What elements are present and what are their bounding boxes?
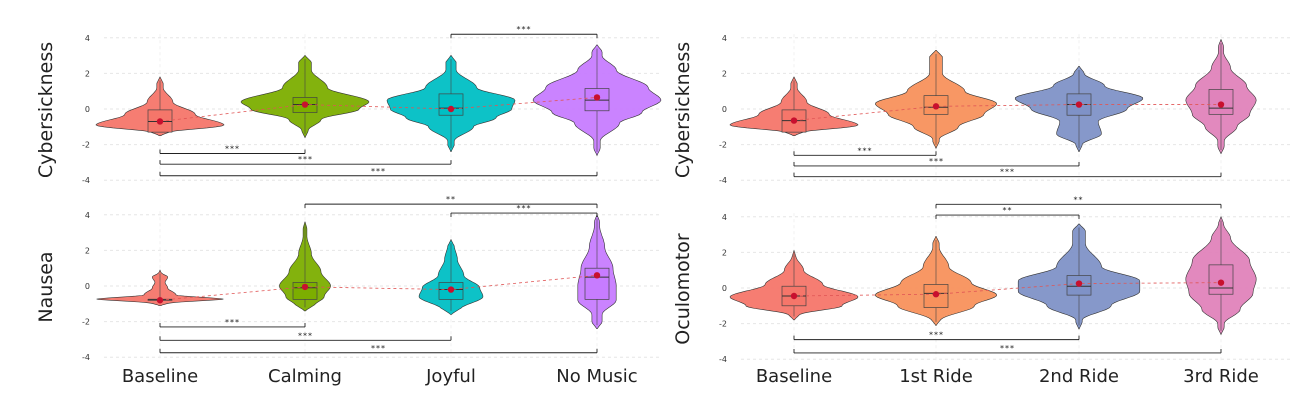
mean-point xyxy=(790,117,798,124)
mean-point xyxy=(447,286,455,293)
y-tick-label: 4 xyxy=(722,34,727,43)
mean-point xyxy=(1075,280,1083,287)
y-tick-label: 0 xyxy=(722,105,727,114)
y-axis-label: Nausea xyxy=(35,251,57,322)
y-tick-label: 2 xyxy=(722,69,727,78)
mean-point xyxy=(301,283,309,291)
y-tick-label: -4 xyxy=(719,355,727,364)
y-tick-label: -4 xyxy=(82,353,90,362)
significance-label: ** xyxy=(1074,195,1084,204)
significance-label: *** xyxy=(929,157,944,166)
mean-point xyxy=(932,291,940,298)
box xyxy=(1208,89,1234,115)
x-tick-label: Calming xyxy=(268,366,342,387)
significance-label: *** xyxy=(298,331,313,340)
y-tick-label: 4 xyxy=(85,34,90,43)
significance-label: *** xyxy=(371,344,386,353)
x-tick-label: No Music xyxy=(556,366,637,387)
mean-point xyxy=(1217,101,1225,108)
y-tick-label: 2 xyxy=(85,246,90,255)
violin-panel: -4 -2 0 2 4 Cybersickness *** *** *** xyxy=(672,34,1290,185)
y-tick-label: -2 xyxy=(82,141,90,150)
mean-point xyxy=(932,103,940,110)
significance-label: *** xyxy=(929,331,944,340)
significance-label: *** xyxy=(371,167,386,176)
y-axis-label: Oculomotor xyxy=(672,233,694,345)
y-tick-label: 2 xyxy=(85,69,90,78)
x-tick-label: Baseline xyxy=(122,366,198,387)
y-tick-label: 0 xyxy=(85,105,90,114)
significance-label: *** xyxy=(225,318,240,327)
y-tick-label: -2 xyxy=(719,141,727,150)
mean-point xyxy=(1075,101,1083,108)
y-axis-label: Cybersickness xyxy=(672,42,694,178)
violin-panel: -4 -2 0 2 4 Cybersickness *** *** *** *** xyxy=(35,25,662,185)
mean-point xyxy=(790,292,798,300)
significance-label: *** xyxy=(1000,344,1015,353)
significance-label: ** xyxy=(446,195,456,204)
box xyxy=(438,93,464,116)
mean-point xyxy=(1217,279,1225,286)
mean-point xyxy=(156,297,164,304)
significance-label: *** xyxy=(517,204,532,213)
significance-label: ** xyxy=(1003,206,1013,215)
significance-label: *** xyxy=(225,145,240,154)
significance-label: *** xyxy=(1000,168,1015,177)
y-tick-label: -2 xyxy=(719,320,727,329)
y-tick-label: 2 xyxy=(722,248,727,257)
mean-point xyxy=(447,105,455,113)
y-tick-label: 4 xyxy=(722,213,727,222)
y-axis-label: Cybersickness xyxy=(35,42,57,178)
y-tick-label: 0 xyxy=(85,282,90,291)
mean-trend-line xyxy=(159,274,598,301)
significance-label: *** xyxy=(517,25,532,34)
x-tick-label: Baseline xyxy=(756,366,832,387)
mean-trend-line xyxy=(159,97,598,122)
significance-label: *** xyxy=(298,155,313,164)
mean-point xyxy=(156,118,164,125)
mean-trend-line xyxy=(793,104,1221,121)
y-tick-label: 4 xyxy=(85,211,90,220)
y-tick-label: -2 xyxy=(82,318,90,327)
mean-point xyxy=(593,94,601,101)
y-tick-label: -4 xyxy=(719,176,727,185)
x-tick-label: 2nd Ride xyxy=(1039,366,1119,387)
y-tick-label: -4 xyxy=(82,176,90,185)
x-tick-label: Joyful xyxy=(425,366,476,387)
mean-point xyxy=(593,272,601,279)
mean-trend-line xyxy=(793,282,1222,297)
x-tick-label: 1st Ride xyxy=(899,366,973,387)
mean-point xyxy=(301,101,309,108)
y-tick-label: 0 xyxy=(722,284,727,293)
x-tick-label: 3rd Ride xyxy=(1183,366,1259,387)
significance-label: *** xyxy=(858,146,873,155)
